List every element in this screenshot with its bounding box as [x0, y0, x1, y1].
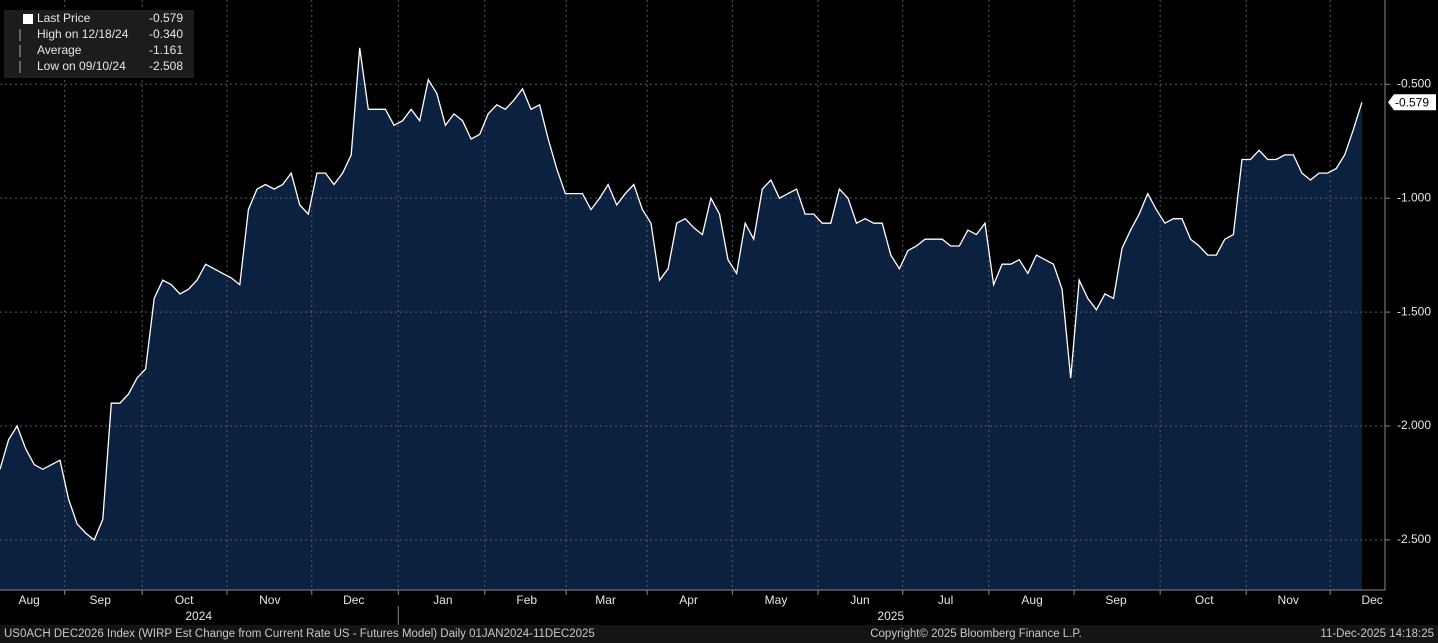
legend-name: Last Price — [37, 11, 91, 25]
legend-value: -1.161 — [149, 43, 183, 57]
price-line — [0, 47, 1363, 541]
footer-center: Copyright© 2025 Bloomberg Finance L.P. — [870, 628, 1082, 640]
x-tick-label: Nov — [259, 593, 280, 607]
legend-box — [4, 10, 194, 78]
x-tick-label: Dec — [343, 593, 364, 607]
x-tick-label: Sep — [90, 593, 112, 607]
y-tick-label: -0.500 — [1397, 76, 1431, 90]
y-tick-label: -2.500 — [1397, 532, 1431, 546]
x-tick-label: Nov — [1278, 593, 1299, 607]
year-label: 2025 — [877, 609, 904, 623]
legend-name: Low on 09/10/24 — [37, 59, 126, 73]
footer-right: 11-Dec-2025 14:18:25 — [1320, 628, 1434, 640]
plot — [0, 0, 1385, 591]
x-tick-label: Oct — [175, 593, 194, 607]
x-tick-label: May — [765, 593, 788, 607]
legend-swatch — [23, 14, 33, 24]
legend-value: -0.340 — [149, 27, 183, 41]
last-price-label: -0.579 — [1395, 95, 1429, 109]
x-tick-label: Sep — [1105, 593, 1127, 607]
x-tick-label: Dec — [1361, 593, 1382, 607]
area-fill — [0, 47, 1362, 591]
legend-name: High on 12/18/24 — [37, 27, 129, 41]
legend-value: -2.508 — [149, 59, 183, 73]
x-tick-label: Jan — [433, 593, 452, 607]
x-tick-label: Aug — [18, 593, 39, 607]
footer-left: US0ACH DEC2026 Index (WIRP Est Change fr… — [4, 628, 595, 640]
x-tick-label: Jul — [938, 593, 953, 607]
x-tick-label: Aug — [1021, 593, 1042, 607]
legend-value: -0.579 — [149, 11, 183, 25]
footer-bar — [0, 625, 1438, 643]
legend-name: Average — [37, 43, 82, 57]
x-tick-label: Feb — [516, 593, 537, 607]
year-label: 2024 — [185, 609, 212, 623]
x-tick-label: Oct — [1195, 593, 1214, 607]
last-price-tag — [1388, 94, 1436, 111]
x-tick-label: Jun — [850, 593, 869, 607]
y-tick-label: -1.000 — [1397, 190, 1431, 204]
x-tick-label: Mar — [595, 593, 616, 607]
x-tick-label: Apr — [679, 593, 698, 607]
y-tick-label: -1.500 — [1397, 304, 1431, 318]
y-tick-label: -2.000 — [1397, 418, 1431, 432]
